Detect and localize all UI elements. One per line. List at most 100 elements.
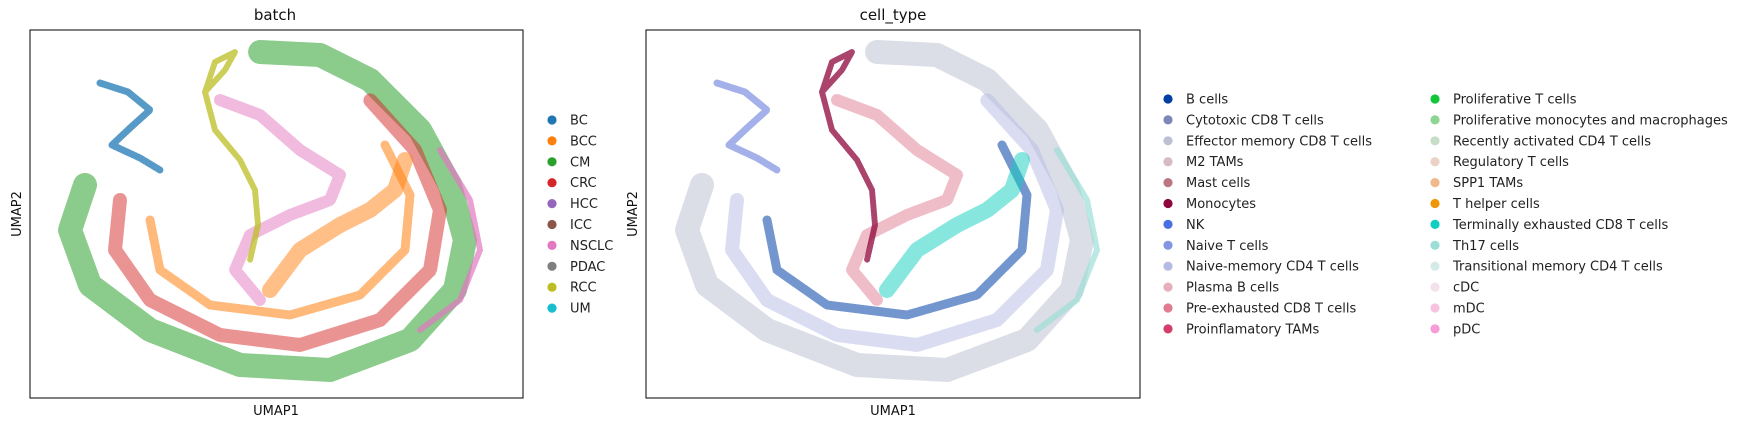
scatter-clouds bbox=[58, 40, 483, 382]
legend-item-b-cells: B cells bbox=[1163, 93, 1228, 108]
point-cloud bbox=[214, 94, 346, 306]
legend-label: PDAC bbox=[570, 260, 605, 275]
legend-marker bbox=[1163, 198, 1173, 209]
point-cloud bbox=[58, 40, 477, 382]
legend-item-spp1-tams: SPP1 TAMs bbox=[1430, 176, 1523, 191]
legend-label: pDC bbox=[1453, 322, 1480, 337]
legend-item-um: UM bbox=[547, 302, 591, 317]
legend: BC BCC CM CRC HCC ICC NSCLC PDAC RCC UM bbox=[547, 114, 613, 317]
legend-item-proinflamatory-tams: Proinflamatory TAMs bbox=[1163, 322, 1320, 337]
legend-label: Proliferative T cells bbox=[1453, 93, 1577, 108]
point-cloud bbox=[108, 93, 447, 352]
legend-marker bbox=[1430, 178, 1440, 188]
legend-marker bbox=[547, 261, 557, 271]
legend-marker bbox=[1430, 219, 1440, 229]
point-cloud bbox=[1034, 147, 1100, 333]
legend-item-terminally-exhausted-cd8-t-cells: Terminally exhausted CD8 T cells bbox=[1430, 218, 1668, 233]
legend-marker bbox=[547, 240, 557, 250]
legend-marker bbox=[1430, 115, 1440, 125]
legend-item-pre-exhausted-cd8-t-cells: Pre-exhausted CD8 T cells bbox=[1163, 302, 1356, 317]
legend-item-naive-t-cells: Naive T cells bbox=[1163, 239, 1269, 254]
legend-item-m2-tams: M2 TAMs bbox=[1163, 155, 1244, 170]
point-cloud bbox=[417, 147, 483, 333]
chart-title: batch bbox=[254, 6, 296, 24]
legend-item-bcc: BCC bbox=[547, 134, 597, 149]
point-cloud bbox=[675, 40, 1094, 382]
legend-item-bc: BC bbox=[547, 114, 588, 129]
legend-item-recently-activated-cd4-t-cells: Recently activated CD4 T cells bbox=[1430, 134, 1651, 149]
legend-marker bbox=[1163, 115, 1173, 125]
legend-marker bbox=[547, 282, 557, 292]
legend-label: RCC bbox=[570, 281, 597, 296]
legend-marker bbox=[547, 136, 557, 146]
legend-marker bbox=[1430, 282, 1440, 292]
legend-label: HCC bbox=[570, 197, 598, 212]
legend-label: Transitional memory CD4 T cells bbox=[1452, 260, 1663, 275]
legend-label: NK bbox=[1186, 218, 1205, 233]
legend-item-nsclc: NSCLC bbox=[547, 239, 613, 254]
legend-label: SPP1 TAMs bbox=[1453, 176, 1523, 191]
legend-marker bbox=[547, 303, 557, 313]
legend-marker bbox=[1163, 157, 1173, 167]
legend-item-pdc: pDC bbox=[1430, 322, 1480, 337]
point-cloud bbox=[202, 49, 261, 263]
legend-marker bbox=[1163, 178, 1173, 188]
legend-item-crc: CRC bbox=[547, 176, 597, 191]
legend-marker bbox=[547, 199, 557, 209]
point-cloud bbox=[713, 79, 781, 174]
scatter-clouds bbox=[675, 40, 1100, 382]
legend-label: NSCLC bbox=[570, 239, 613, 254]
point-cloud bbox=[819, 49, 878, 263]
legend-label: Recently activated CD4 T cells bbox=[1453, 134, 1651, 149]
legend-label: Naive-memory CD4 T cells bbox=[1186, 260, 1359, 275]
batch-umap-panel: batch UMAP1 UMAP2 BC BCC CM CRC HCC ICC NSCLC P… bbox=[10, 6, 613, 419]
legend-label: BCC bbox=[570, 134, 597, 149]
legend-label: mDC bbox=[1453, 302, 1485, 317]
point-cloud bbox=[879, 152, 1030, 298]
legend-label: Proinflamatory TAMs bbox=[1186, 322, 1320, 337]
legend-marker bbox=[1163, 219, 1173, 229]
legend-label: Naive T cells bbox=[1186, 239, 1269, 254]
legend-label: Regulatory T cells bbox=[1453, 155, 1569, 170]
legend-marker bbox=[1163, 136, 1173, 146]
legend-marker bbox=[1163, 282, 1173, 292]
legend-marker bbox=[1430, 157, 1440, 167]
legend-item-cytotoxic-cd8-t-cells: Cytotoxic CD8 T cells bbox=[1163, 113, 1324, 128]
legend-marker bbox=[1163, 324, 1173, 334]
legend-marker bbox=[547, 219, 557, 230]
legend-item-effector-memory-cd8-t-cells: Effector memory CD8 T cells bbox=[1163, 134, 1372, 149]
legend-item-monocytes: Monocytes bbox=[1163, 197, 1256, 212]
legend-marker bbox=[547, 157, 557, 167]
legend-item-mdc: mDC bbox=[1430, 302, 1485, 317]
legend-marker bbox=[1430, 240, 1440, 250]
y-axis-label: UMAP2 bbox=[10, 191, 25, 237]
legend-item-rcc: RCC bbox=[547, 281, 597, 296]
legend-label: BC bbox=[570, 114, 588, 129]
legend-label: Th17 cells bbox=[1452, 239, 1519, 254]
point-cloud bbox=[96, 79, 164, 174]
legend-marker bbox=[1430, 324, 1440, 334]
legend-item-proliferative-t-cells: Proliferative T cells bbox=[1430, 93, 1577, 108]
legend-marker bbox=[1163, 303, 1173, 313]
legend-marker bbox=[1163, 94, 1173, 104]
point-cloud bbox=[831, 94, 963, 306]
legend-label: M2 TAMs bbox=[1186, 155, 1244, 170]
cell-type-umap-panel: cell_type UMAP1 UMAP2 B cells Cytotoxic C… bbox=[626, 6, 1728, 419]
legend-label: Monocytes bbox=[1186, 197, 1256, 212]
point-cloud bbox=[725, 93, 1064, 352]
point-cloud bbox=[762, 140, 1032, 320]
legend-label: Mast cells bbox=[1186, 176, 1251, 191]
legend-label: Plasma B cells bbox=[1186, 281, 1279, 296]
legend: B cells Cytotoxic CD8 T cells Effector mem… bbox=[1163, 93, 1728, 337]
legend-label: UM bbox=[570, 302, 591, 317]
legend-item-pdac: PDAC bbox=[547, 260, 605, 275]
legend-item-naive-memory-cd4-t-cells: Naive-memory CD4 T cells bbox=[1163, 260, 1359, 275]
legend-item-regulatory-t-cells: Regulatory T cells bbox=[1430, 155, 1569, 170]
legend-marker bbox=[1430, 94, 1440, 104]
legend-label: cDC bbox=[1453, 281, 1479, 296]
legend-item-nk: NK bbox=[1163, 218, 1205, 233]
legend-marker bbox=[1163, 261, 1173, 271]
legend-item-hcc: HCC bbox=[547, 197, 598, 212]
legend-label: Pre-exhausted CD8 T cells bbox=[1186, 302, 1356, 317]
